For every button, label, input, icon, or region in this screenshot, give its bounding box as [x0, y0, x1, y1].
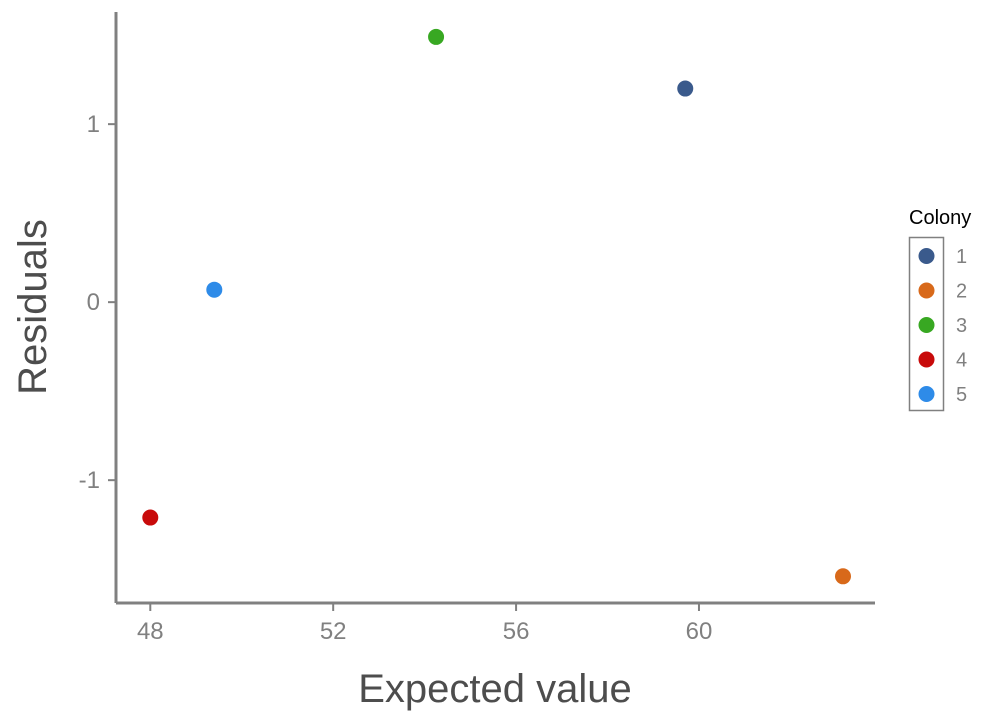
data-point-colony-4 — [142, 509, 159, 526]
legend-label-4: 4 — [956, 350, 967, 372]
y-ticks: -1 0 1 — [79, 111, 116, 494]
y-tick-label: 1 — [87, 111, 100, 138]
legend-key-4 — [918, 351, 935, 368]
points-layer — [142, 28, 851, 585]
y-tick-label: 0 — [87, 289, 100, 316]
x-ticks: 48 52 56 60 — [137, 603, 712, 645]
legend-label-2: 2 — [956, 281, 967, 303]
y-tick-label: -1 — [79, 467, 100, 494]
legend-key-3 — [918, 317, 935, 333]
legend-key-1 — [918, 248, 935, 264]
legend-box — [908, 236, 945, 412]
data-point-colony-5 — [206, 281, 223, 298]
data-point-colony-2 — [834, 568, 851, 585]
x-tick-label: 48 — [137, 618, 164, 645]
x-tick-label: 60 — [686, 618, 713, 645]
legend-label-5: 5 — [956, 384, 967, 406]
x-tick-label: 52 — [320, 618, 347, 645]
legend-label-3: 3 — [956, 315, 967, 337]
legend-title: Colony — [909, 207, 971, 229]
data-point-colony-1 — [677, 80, 694, 97]
x-axis-title: Expected value — [358, 667, 632, 711]
legend-items: 1 2 3 4 5 — [918, 246, 967, 406]
y-axis-title: Residuals — [11, 219, 55, 395]
legend-key-5 — [918, 386, 935, 402]
legend-label-1: 1 — [956, 246, 967, 268]
legend-key-2 — [918, 282, 935, 299]
data-point-colony-3 — [428, 28, 445, 45]
legend: Colony 1 2 3 4 5 — [908, 207, 971, 412]
x-tick-label: 56 — [503, 618, 530, 645]
